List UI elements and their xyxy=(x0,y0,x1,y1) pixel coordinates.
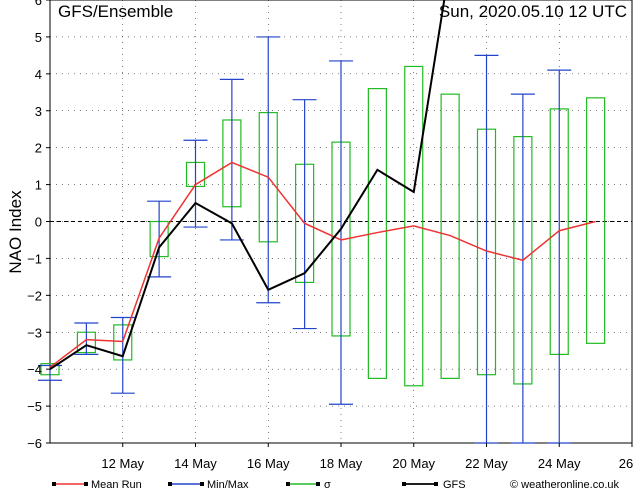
legend: Mean Run Min/Max σ GFS © weatheronline.c… xyxy=(52,479,620,490)
x-tick-label: 26 xyxy=(619,456,633,471)
legend-item-mean: Mean Run xyxy=(52,479,142,490)
x-tick-label: 14 May xyxy=(174,456,217,471)
legend-item-sigma: σ xyxy=(286,479,331,490)
legend-mean-dot-left xyxy=(52,482,56,486)
y-tick-label: −3 xyxy=(27,325,42,340)
y-axis-title: NAO Index xyxy=(6,190,25,274)
legend-item-minmax: Min/Max xyxy=(168,479,249,490)
legend-gfs-label: GFS xyxy=(443,479,466,490)
y-tick-label: 5 xyxy=(35,30,42,45)
legend-mean-label: Mean Run xyxy=(91,479,142,490)
credit-text: © weatheronline.co.uk xyxy=(510,479,620,490)
y-tick-label: 2 xyxy=(35,141,42,156)
x-tick-label: 22 May xyxy=(465,456,508,471)
grid-lines xyxy=(50,0,633,444)
run-label: Sun, 2020.05.10 12 UTC xyxy=(439,2,627,21)
legend-minmax-dot-right xyxy=(200,482,204,486)
chart-title: GFS/Ensemble xyxy=(58,2,173,21)
legend-item-gfs: GFS xyxy=(402,479,466,490)
legend-minmax-label: Min/Max xyxy=(207,479,249,490)
x-tick-label: 20 May xyxy=(392,456,435,471)
x-tick-label: 24 May xyxy=(538,456,581,471)
legend-gfs-dot-left xyxy=(402,482,406,486)
y-tick-label: 4 xyxy=(35,67,42,82)
x-tick-label: 12 May xyxy=(101,456,144,471)
legend-mean-dot-right xyxy=(84,482,88,486)
gfs-line xyxy=(50,0,446,371)
sigma-box xyxy=(586,97,606,344)
legend-sigma-dot-right xyxy=(316,482,320,486)
x-tick-label: 18 May xyxy=(320,456,363,471)
sigma-box xyxy=(440,93,460,379)
legend-gfs-dot-right xyxy=(434,482,438,486)
y-tick-label: 6 xyxy=(35,0,42,8)
y-tick-label: −2 xyxy=(27,288,42,303)
y-tick-label: −1 xyxy=(27,251,42,266)
y-tick-label: −4 xyxy=(27,362,42,377)
x-tick-label: 16 May xyxy=(247,456,290,471)
legend-sigma-label: σ xyxy=(324,479,331,490)
y-tick-label: 3 xyxy=(35,104,42,119)
sigma-box xyxy=(367,87,387,379)
legend-minmax-dot-left xyxy=(168,482,172,486)
legend-sigma-dot-left xyxy=(286,482,290,486)
y-axis: −6 −5 −4 −3 −2 −1 0 1 2 3 4 5 6 xyxy=(27,0,50,451)
y-tick-label: 0 xyxy=(35,215,42,230)
y-tick-label: −5 xyxy=(27,399,42,414)
mean-run-line xyxy=(50,161,596,368)
x-axis: 12 May 14 May 16 May 18 May 20 May 22 May 24 M… xyxy=(101,443,633,471)
y-tick-label: 1 xyxy=(35,178,42,193)
sigma-box xyxy=(404,65,424,387)
y-tick-label: −6 xyxy=(27,436,42,451)
